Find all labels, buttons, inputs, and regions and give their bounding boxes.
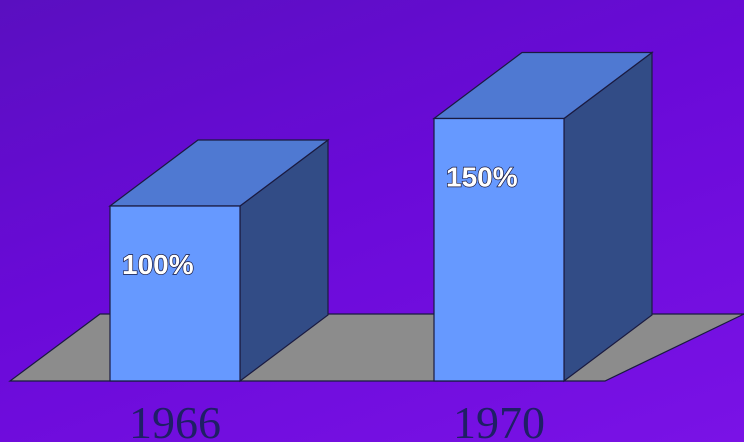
bar-group <box>108 51 654 383</box>
bar-1966 <box>108 138 330 383</box>
bar-1970 <box>432 51 654 383</box>
bar-front-1966 <box>109 205 241 382</box>
bar-front-1970 <box>433 117 565 382</box>
data-label-1970: 150% <box>446 162 518 193</box>
category-label-1966: 1966 <box>129 397 221 442</box>
category-label-1970: 1970 <box>453 397 545 442</box>
label-group: 100% 1966 150% 1970 <box>121 161 545 442</box>
data-label-1966: 100% <box>122 249 194 280</box>
